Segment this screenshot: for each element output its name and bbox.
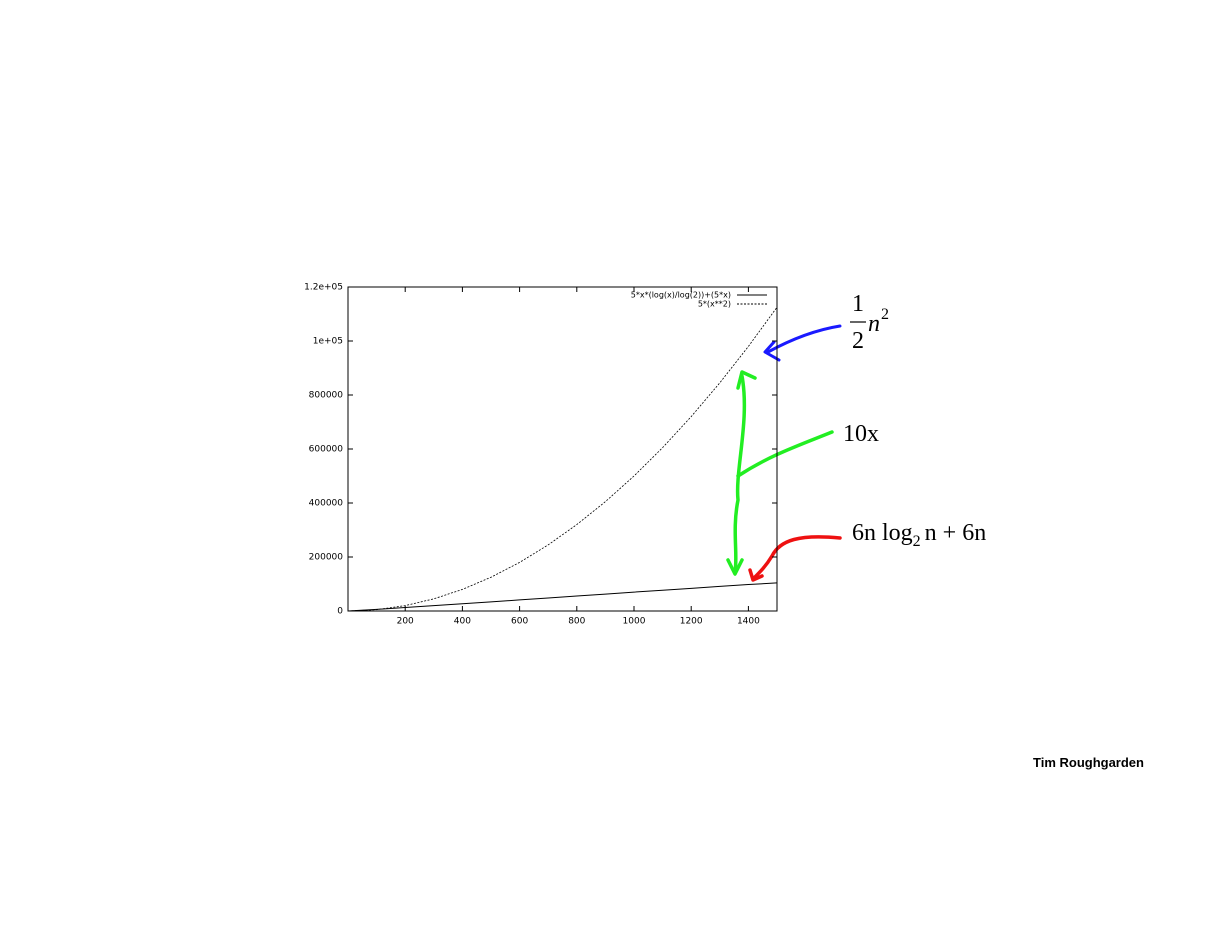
annotation-subscript: 2 — [913, 533, 921, 550]
annotation: 6n log2 n + 6n — [852, 520, 986, 550]
red-arrow — [752, 535, 842, 580]
x-tick-label: 200 — [397, 617, 414, 627]
red-arrow-head — [748, 568, 764, 582]
blue-arrow — [766, 324, 842, 354]
author: Tim Roughgarden — [1033, 755, 1144, 770]
fraction-denominator: 2 — [852, 328, 864, 354]
green-arrow — [733, 374, 747, 574]
x-tick-label: 1000 — [623, 617, 646, 627]
x-tick-label: 1200 — [680, 617, 703, 627]
annotation-variable: n — [868, 311, 880, 337]
x-tick-label: 600 — [511, 617, 528, 627]
blue-arrow-head — [763, 340, 781, 362]
green-pointer — [736, 430, 834, 478]
series-line — [347, 307, 778, 612]
y-tick-label: 200000 — [309, 553, 344, 563]
legend-label: 5*(x**2) — [698, 300, 731, 309]
y-tick-label: 0 — [337, 607, 343, 617]
green-arrow-heads — [726, 370, 757, 576]
annotation-part: n + 6n — [925, 520, 987, 546]
x-tick-label: 1400 — [737, 617, 760, 627]
y-tick-label: 600000 — [309, 445, 344, 455]
series-line — [347, 582, 778, 612]
y-tick-label: 400000 — [309, 499, 344, 509]
annotation-exponent: 2 — [881, 306, 889, 323]
annotation-part: 6n log — [852, 520, 913, 546]
x-tick-label: 400 — [454, 617, 471, 627]
legend-label: 5*x*(log(x)/log(2))+(5*x) — [631, 291, 731, 300]
y-tick-label: 800000 — [309, 391, 344, 401]
y-tick-label: 1e+05 — [313, 337, 343, 347]
x-tick-label: 800 — [568, 617, 585, 627]
fraction-numerator: 1 — [852, 291, 864, 317]
annotation: 10x — [843, 421, 879, 447]
y-tick-label: 1.2e+05 — [304, 283, 343, 293]
